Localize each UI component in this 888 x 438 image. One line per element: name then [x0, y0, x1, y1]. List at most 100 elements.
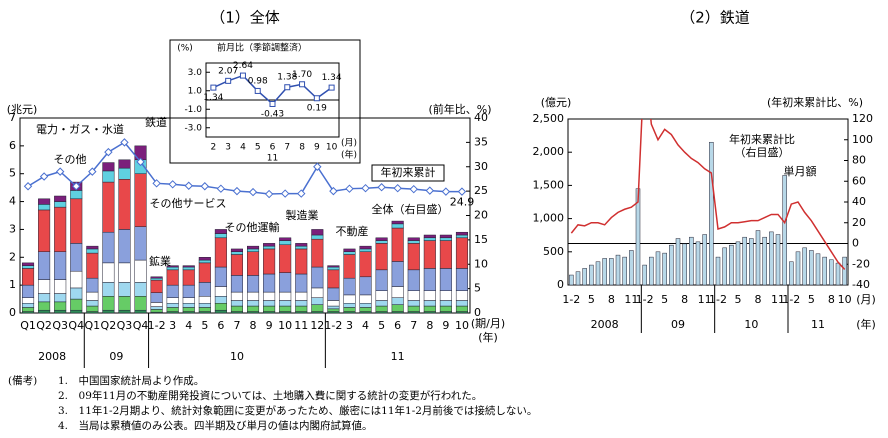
bar: [279, 272, 292, 293]
bar: [102, 162, 115, 172]
year-label: 2008: [591, 318, 619, 331]
y-tick-label: 2,000: [533, 145, 565, 158]
point: [280, 189, 290, 198]
plot-clip: [570, 119, 846, 270]
bar: [391, 220, 404, 225]
bar: [755, 230, 761, 286]
series-label: その他: [54, 153, 87, 166]
x-tick-label: Q1: [84, 319, 100, 332]
bar: [662, 252, 667, 286]
bar: [38, 309, 51, 314]
bar: [134, 226, 147, 261]
bar: [455, 290, 468, 301]
bar: [295, 245, 308, 250]
bar: [54, 279, 67, 294]
bar: [609, 258, 614, 286]
x-tick-label: 1-2: [636, 293, 654, 306]
bar: [198, 257, 211, 261]
bar: [375, 269, 388, 291]
x-tick-label: 11: [294, 319, 308, 332]
bar: [263, 245, 276, 250]
x-axis-label: (期/月): [471, 317, 505, 330]
y2-tick-label: 40: [852, 195, 866, 208]
bar: [782, 175, 787, 286]
bar: [742, 236, 747, 286]
bar: [86, 305, 99, 312]
bar: [842, 256, 847, 286]
bar: [134, 296, 147, 311]
bar: [54, 309, 67, 314]
y2-tick-label: 15: [474, 233, 488, 246]
annotation-box: [371, 164, 445, 182]
bar: [263, 291, 276, 301]
bar: [38, 209, 51, 252]
y-tick-label: 0: [9, 306, 16, 319]
bar: [118, 159, 131, 169]
bar: [230, 300, 244, 307]
bar: [455, 237, 468, 269]
point: [284, 84, 291, 91]
bar: [455, 268, 468, 291]
bar: [22, 268, 35, 286]
y2-tick-label: 80: [852, 154, 866, 167]
y2-tick-label: 25: [474, 184, 488, 197]
bar: [735, 241, 741, 286]
point: [441, 187, 451, 196]
bar: [102, 262, 115, 283]
bar: [38, 293, 51, 303]
bar: [118, 167, 131, 180]
bar: [455, 231, 468, 236]
bar: [695, 241, 701, 286]
data-label: -0.43: [261, 109, 284, 119]
x-tick-label: 8: [681, 293, 688, 306]
bar: [622, 256, 627, 286]
bar: [279, 291, 292, 301]
bar: [86, 245, 99, 250]
x-tick-label: 1-2: [562, 293, 580, 306]
bar: [247, 300, 260, 307]
bar: [359, 248, 372, 252]
x-tick-label: 5: [378, 319, 385, 332]
bar: [54, 195, 67, 202]
x-tick-label: 5: [661, 293, 668, 306]
bar: [343, 294, 356, 304]
data-label: 1.34: [322, 73, 342, 83]
bar: [343, 251, 356, 255]
bar: [247, 305, 260, 312]
bar: [102, 296, 115, 311]
y-tick-label: 5: [9, 167, 16, 180]
y-tick-label: 1: [9, 278, 16, 291]
bar: [689, 236, 694, 286]
bar: [407, 243, 420, 271]
bar: [198, 296, 211, 304]
x-tick-label: 1-2: [709, 293, 727, 306]
y-tick-label: 1,000: [533, 212, 565, 225]
point: [239, 72, 246, 79]
y2-tick-label: 0: [474, 306, 481, 319]
bar: [802, 247, 807, 286]
data-label: 2.07: [218, 66, 238, 76]
bar: [182, 266, 195, 271]
series-label: その他サービス: [150, 197, 227, 210]
bar: [391, 297, 404, 305]
x-axis-label: (月): [341, 138, 357, 149]
bar: [214, 266, 227, 287]
bar: [835, 262, 841, 286]
bar: [407, 240, 420, 244]
bar: [102, 181, 115, 233]
bar: [327, 300, 340, 307]
point: [88, 167, 97, 176]
data-label: 1.70: [292, 70, 312, 80]
bar: [775, 234, 781, 286]
x-tick-label: Q1: [20, 319, 36, 332]
bar: [769, 231, 774, 286]
bar: [455, 234, 468, 239]
bar: [439, 300, 452, 307]
bar: [311, 287, 324, 298]
bar: [230, 248, 244, 252]
x-tick-label: 4: [240, 143, 246, 153]
y-tick-label: 4: [9, 195, 16, 208]
chart-title: 前月比（季節調整済）: [217, 42, 307, 54]
bar: [642, 264, 647, 286]
bar: [423, 268, 436, 291]
